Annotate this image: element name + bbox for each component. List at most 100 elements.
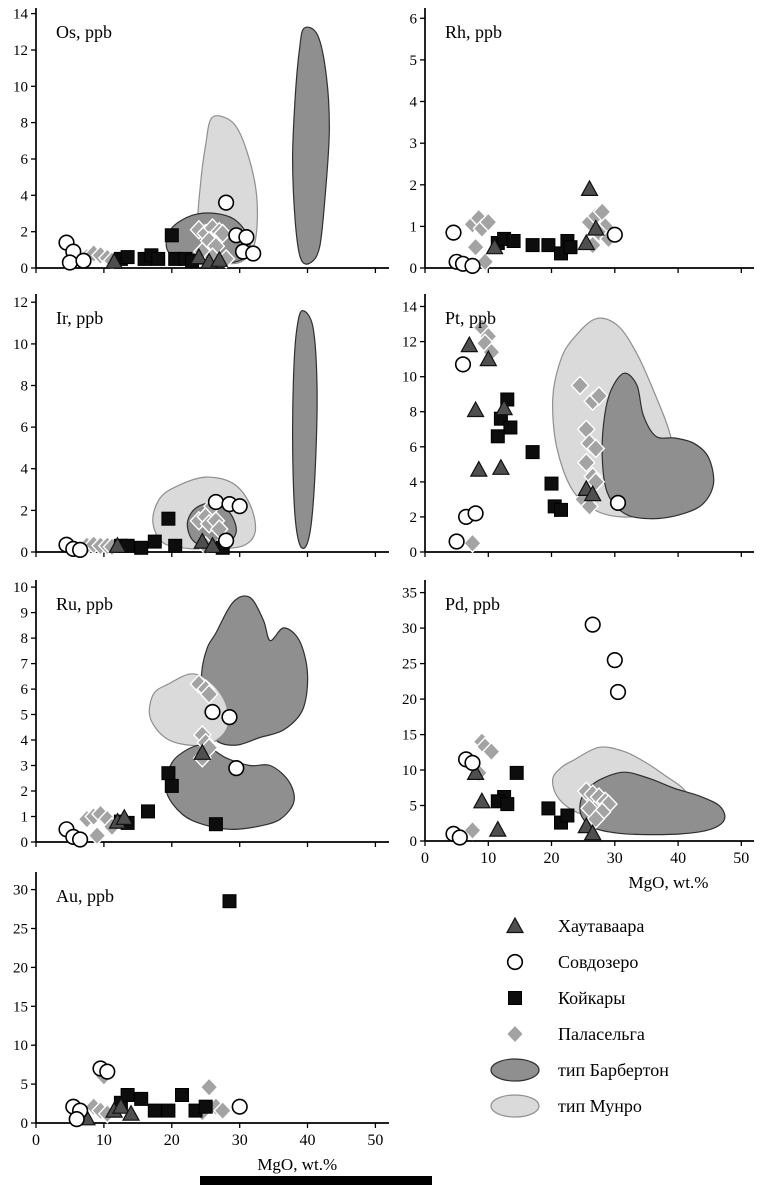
point-triangle — [577, 233, 596, 251]
point-circle — [207, 493, 224, 511]
point-circle — [445, 224, 462, 241]
point-square — [541, 238, 556, 253]
light-field-shape — [490, 1094, 540, 1118]
panel-svg-pt: 0 2 4 6 8 10 12 14 Pt, ppb — [402, 294, 754, 561]
point-square — [147, 534, 162, 549]
y-tick-label: 2 — [21, 503, 29, 519]
point-diamond — [475, 251, 495, 272]
panel-title: Pd, ppb — [445, 594, 500, 614]
point-circle — [584, 616, 601, 633]
point-triangle — [189, 247, 208, 265]
point-diamond — [580, 496, 599, 517]
panel-title: Rh, ppb — [445, 22, 502, 42]
y-tick-label: 25 — [402, 657, 417, 673]
point-triangle — [210, 250, 229, 267]
point-triangle — [193, 743, 212, 760]
y-tick-label: 8 — [21, 631, 29, 647]
panel-title: Ru, ppb — [56, 594, 113, 614]
legend-symbol-svg — [490, 1058, 540, 1082]
panel-svg-rh: 0 1 2 3 4 5 6 Rh, ppb — [410, 8, 754, 277]
point-circle — [71, 541, 89, 559]
point-diamond — [505, 1023, 525, 1045]
legend-item-palaselga: Паласельга — [486, 1016, 756, 1052]
point-triangle — [121, 1104, 141, 1121]
field-dark — [291, 26, 330, 265]
y-tick-label: 5 — [21, 1077, 29, 1093]
field-dark — [601, 372, 715, 520]
point-square — [554, 502, 568, 517]
y-tick-label: 1 — [21, 810, 29, 826]
diamond-marker-icon — [486, 1019, 544, 1049]
field-dark — [579, 771, 726, 836]
legend-label: Хаутаваара — [558, 915, 645, 936]
y-tick-label: 0 — [410, 261, 418, 277]
point-circle — [454, 356, 472, 373]
y-tick-label: 10 — [13, 1038, 28, 1054]
y-tick-label: 35 — [402, 586, 417, 602]
panel-title: Pt, ppb — [445, 308, 496, 328]
legend-label: Койкары — [558, 987, 626, 1008]
y-tick-label: 10 — [402, 370, 417, 386]
point-circle — [606, 651, 623, 669]
point-circle — [467, 505, 484, 522]
y-tick-label: 0 — [410, 545, 418, 561]
point-square — [525, 238, 540, 253]
point-square — [509, 765, 524, 780]
y-tick-label: 30 — [13, 883, 28, 899]
x-tick-label: 40 — [300, 1132, 316, 1149]
point-circle — [231, 1098, 248, 1115]
y-tick-label: 20 — [13, 960, 28, 976]
point-diamond — [570, 375, 590, 396]
point-diamond — [466, 237, 486, 258]
point-circle — [75, 252, 92, 269]
point-square — [175, 1088, 189, 1102]
point-diamond — [213, 223, 233, 244]
point-triangle — [466, 400, 485, 418]
panel-svg-au: 0 5 10 15 20 25 30 0 10 20 30 40 50 MgO, wt.% Au, ppb — [13, 872, 389, 1174]
point-triangle — [586, 219, 605, 236]
point-circle — [506, 953, 524, 971]
legend-symbol-svg — [508, 991, 522, 1005]
point-square — [120, 250, 135, 265]
point-diamond — [87, 825, 107, 846]
legend-symbol-svg — [505, 916, 525, 934]
point-square — [168, 538, 183, 553]
y-tick-label: 2 — [410, 178, 418, 194]
point-triangle — [115, 808, 134, 825]
point-square — [541, 801, 556, 816]
y-tick-label: 8 — [21, 116, 29, 132]
point-diamond — [463, 820, 482, 841]
point-circle — [218, 194, 235, 211]
x-tick-label: 30 — [607, 850, 623, 867]
point-circle — [204, 703, 221, 721]
dark-field-icon — [486, 1055, 544, 1085]
x-tick-label: 10 — [96, 1132, 112, 1149]
point-circle — [451, 829, 468, 846]
point-circle — [606, 226, 623, 243]
point-circle — [609, 494, 627, 511]
point-circle — [99, 1063, 116, 1080]
point-circle — [61, 254, 79, 271]
y-tick-label: 2 — [21, 784, 29, 800]
panel-svg-ir: 0 2 4 6 8 10 12 Ir, ppb — [13, 294, 389, 561]
dark-field-shape — [490, 1058, 540, 1082]
point-circle — [245, 245, 262, 262]
panel-rh: 0 1 2 3 4 5 6 Rh, ppb — [397, 2, 764, 283]
panel-svg-ru: 0 1 2 3 4 5 6 7 8 9 10 Ru, ppb — [13, 580, 389, 851]
panel-title: Os, ppb — [56, 22, 112, 42]
x-tick-label: 20 — [544, 850, 560, 867]
panel-pt: 0 2 4 6 8 10 12 14 Pt, ppb — [397, 286, 764, 567]
point-diamond — [213, 1100, 233, 1121]
point-diamond — [589, 385, 609, 406]
panel-svg-os: 0 2 4 6 8 10 12 14 Os, ppb — [13, 7, 389, 277]
point-square — [500, 797, 515, 812]
point-square — [161, 511, 176, 526]
point-square — [490, 429, 505, 444]
square-marker-icon — [486, 983, 544, 1013]
y-tick-label: 9 — [21, 606, 29, 622]
legend-item-hautavaara: Хаутаваара — [486, 908, 756, 944]
point-square — [161, 1103, 176, 1118]
y-tick-label: 4 — [410, 475, 418, 491]
point-square — [164, 778, 179, 793]
